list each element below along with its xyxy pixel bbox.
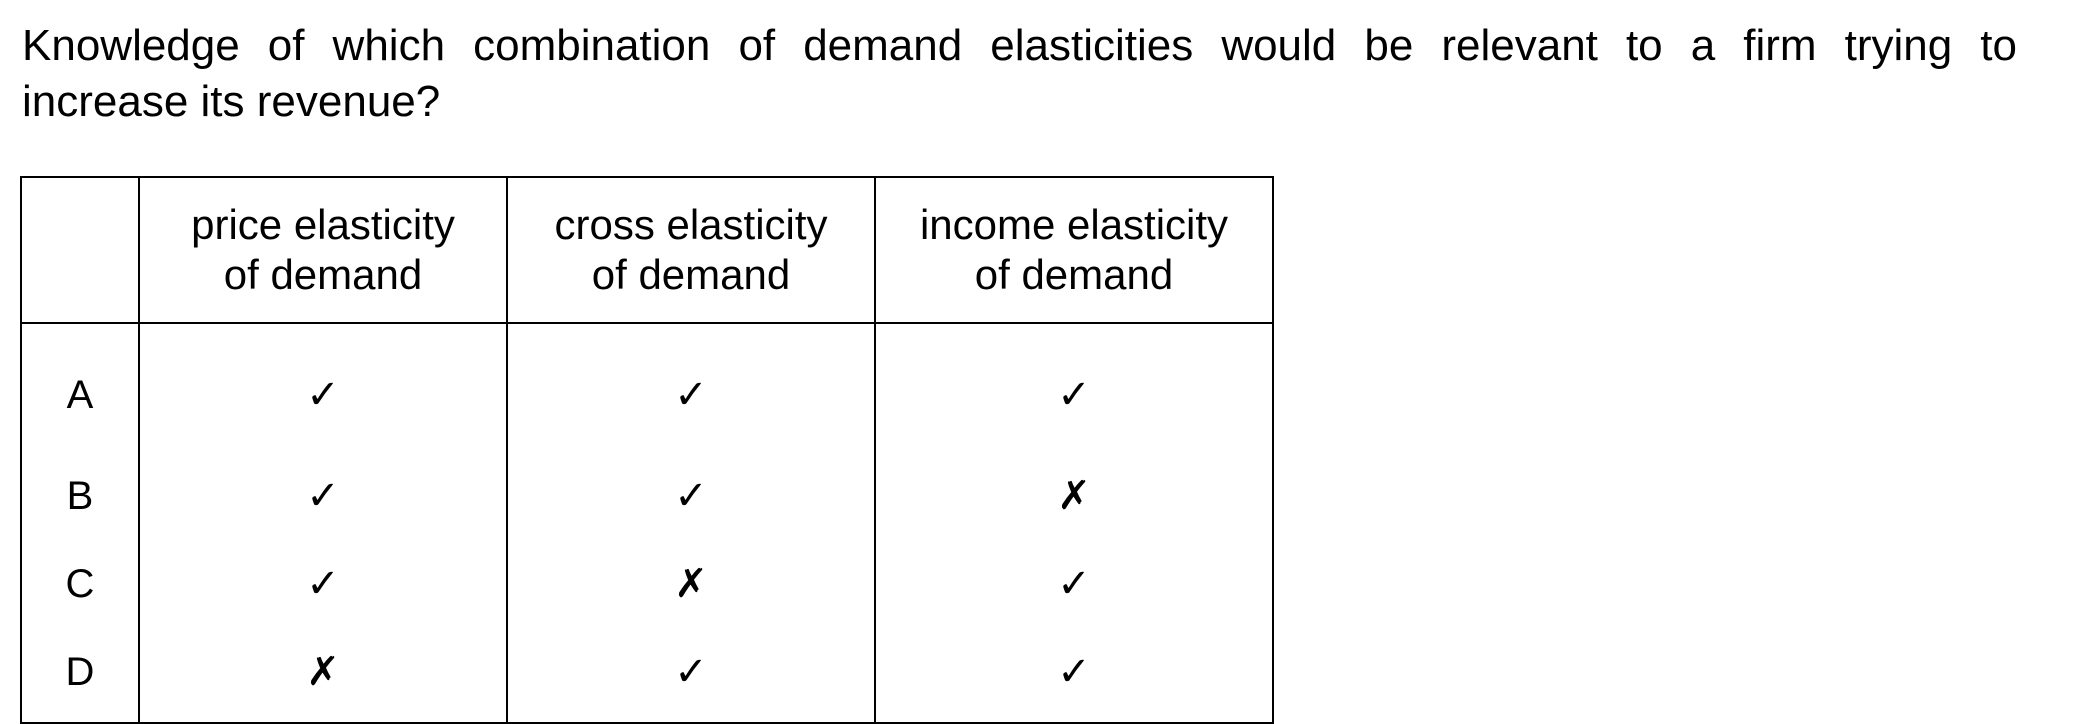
- question-line-2: increase its revenue?: [22, 77, 441, 126]
- mark-b-price: ✓: [138, 452, 508, 540]
- header-cross-line-1: cross elasticity: [554, 201, 828, 248]
- table-row: B ✓ ✓ ✗: [20, 452, 1274, 540]
- question-line-1: Knowledge of which combination of demand…: [22, 21, 2017, 70]
- row-key-a: A: [20, 323, 140, 452]
- table-row: D ✗ ✓ ✓: [20, 628, 1274, 724]
- header-income-elasticity: income elasticity of demand: [874, 176, 1274, 324]
- row-key-b: B: [20, 452, 140, 540]
- table-row: C ✓ ✗ ✓: [20, 540, 1274, 628]
- row-key-d: D: [20, 628, 140, 724]
- mark-c-cross: ✗: [506, 540, 876, 628]
- mark-b-income: ✗: [874, 452, 1274, 540]
- header-row: price elasticity of demand cross elastic…: [20, 176, 1274, 324]
- header-price-elasticity: price elasticity of demand: [138, 176, 508, 324]
- header-cross-line-2: of demand: [591, 251, 791, 298]
- row-key-c: C: [20, 540, 140, 628]
- header-cross-elasticity: cross elasticity of demand: [506, 176, 876, 324]
- mark-b-cross: ✓: [506, 452, 876, 540]
- table-row: A ✓ ✓ ✓: [20, 323, 1274, 452]
- mark-a-income: ✓: [874, 323, 1274, 452]
- mark-a-price: ✓: [138, 323, 508, 452]
- options-table: price elasticity of demand cross elastic…: [20, 176, 1274, 724]
- header-key: [20, 176, 140, 324]
- question-text: Knowledge of which combination of demand…: [22, 18, 2017, 130]
- mark-d-cross: ✓: [506, 628, 876, 724]
- header-income-line-1: income elasticity: [919, 201, 1229, 248]
- header-price-line-1: price elasticity: [191, 201, 455, 248]
- mark-d-price: ✗: [138, 628, 508, 724]
- mark-a-cross: ✓: [506, 323, 876, 452]
- mark-c-price: ✓: [138, 540, 508, 628]
- header-price-line-2: of demand: [223, 251, 423, 298]
- mark-d-income: ✓: [874, 628, 1274, 724]
- mark-c-income: ✓: [874, 540, 1274, 628]
- header-income-line-2: of demand: [974, 251, 1174, 298]
